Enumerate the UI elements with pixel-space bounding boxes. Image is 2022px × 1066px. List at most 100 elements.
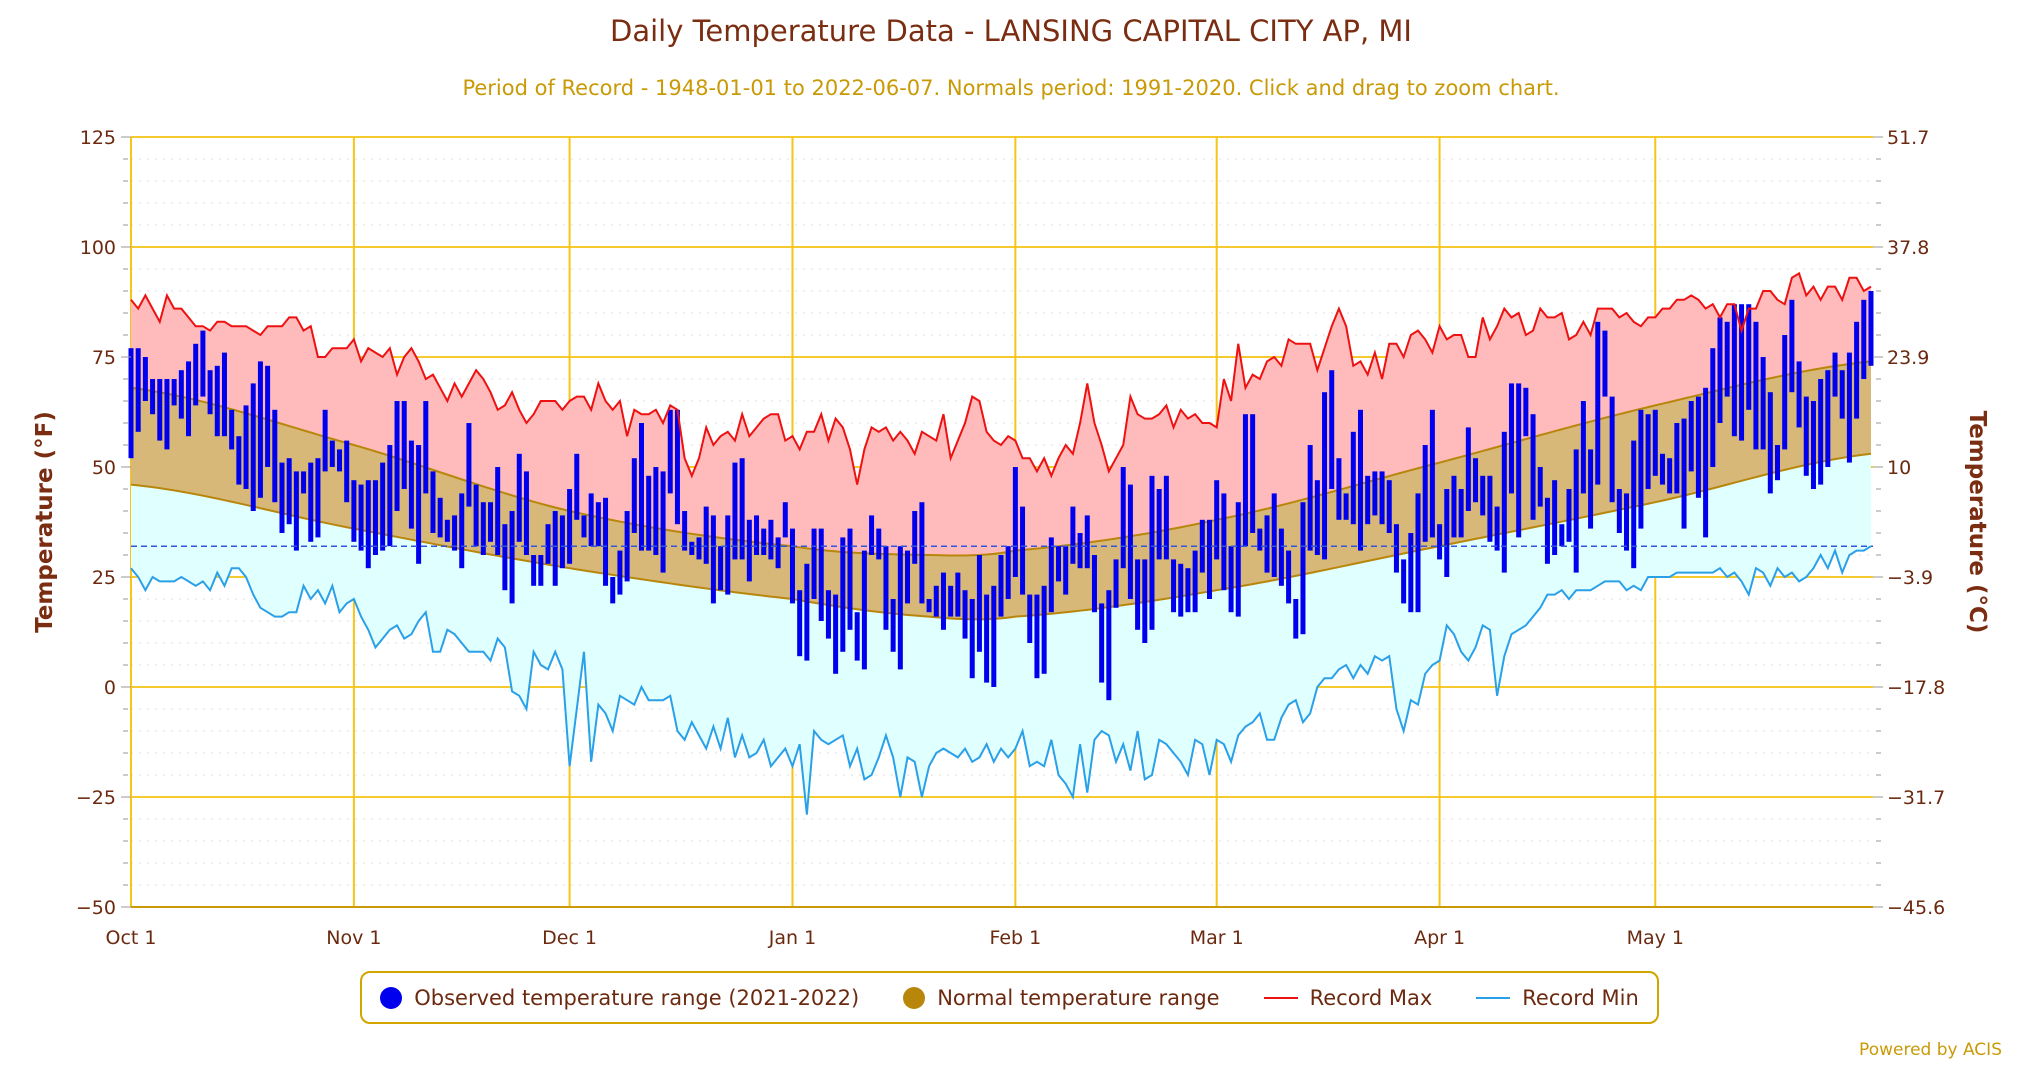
- observed-range-bar: [595, 502, 601, 547]
- observed-range-bar: [1214, 480, 1220, 560]
- observed-range-bar: [1228, 546, 1234, 613]
- observed-range-bar: [1659, 453, 1665, 485]
- observed-range-bar: [1156, 489, 1162, 560]
- observed-range-bar: [912, 511, 918, 564]
- observed-range-bar: [416, 445, 422, 564]
- observed-range-bar: [732, 462, 738, 560]
- y-tick-label-left: 50: [92, 457, 116, 479]
- observed-range-bar: [128, 348, 134, 459]
- observed-range-bar: [1760, 357, 1766, 450]
- observed-range-bar: [1501, 431, 1507, 573]
- observed-range-bar: [1135, 559, 1141, 630]
- observed-range-bar: [243, 405, 249, 489]
- y-tick-label-right: 23.9: [1887, 347, 1929, 369]
- observed-range-bar: [1357, 409, 1363, 551]
- observed-range-bar: [840, 537, 846, 652]
- legend-item-record-max[interactable]: Record Max: [1263, 986, 1432, 1010]
- legend-item-normal[interactable]: Normal temperature range: [903, 985, 1220, 1010]
- observed-range-bar: [545, 524, 551, 564]
- observed-range-bar: [452, 515, 458, 551]
- observed-range-bar: [631, 458, 637, 533]
- observed-range-bar: [1178, 563, 1184, 617]
- record-max-line-icon: [1263, 996, 1298, 999]
- observed-range-bar: [1343, 493, 1349, 520]
- observed-range-bar: [581, 515, 587, 538]
- observed-range-bar: [1386, 480, 1392, 533]
- observed-range-bar: [1724, 321, 1730, 397]
- observed-range-bar: [1235, 502, 1241, 617]
- observed-range-bar: [1127, 484, 1133, 599]
- observed-range-bar: [1027, 594, 1033, 643]
- observed-range-bar: [1652, 409, 1658, 476]
- observed-range-bar: [229, 409, 235, 450]
- observed-range-bar: [897, 546, 903, 670]
- observed-range-bar: [991, 585, 997, 687]
- observed-range-bar: [1588, 449, 1594, 529]
- y-tick-label-right: −3.9: [1887, 567, 1933, 589]
- observed-range-bar: [710, 515, 716, 604]
- y-axis-title-right: Temperature (°C): [1964, 411, 1990, 634]
- observed-range-bar: [488, 502, 493, 542]
- observed-range-bar: [1120, 467, 1126, 569]
- observed-range-bar: [919, 502, 925, 604]
- observed-range-bar: [890, 599, 896, 652]
- observed-range-bar: [876, 528, 882, 560]
- observed-range-bar: [329, 440, 335, 467]
- observed-range-bar: [1458, 489, 1464, 538]
- observed-range-bar: [1731, 304, 1737, 437]
- observed-range-bar: [1444, 489, 1450, 577]
- observed-range-bar: [1825, 370, 1831, 467]
- observed-range-bar: [1401, 559, 1407, 604]
- observed-range-bar: [408, 440, 414, 529]
- observed-range-bar: [1207, 519, 1212, 599]
- observed-range-bar: [286, 458, 292, 525]
- observed-range-bar: [1789, 299, 1795, 393]
- y-tick-label-left: 75: [92, 347, 116, 369]
- observed-range-bar: [1142, 559, 1148, 643]
- observed-range-bar: [574, 453, 580, 520]
- observed-range-bar: [1171, 559, 1177, 613]
- observed-range-bar: [1523, 387, 1529, 437]
- powered-by-link[interactable]: Powered by ACIS: [1859, 1040, 2002, 1060]
- observed-range-bar: [1861, 299, 1867, 379]
- observed-range-bar: [1832, 352, 1838, 397]
- observed-range-bar: [509, 511, 515, 604]
- legend-label: Normal temperature range: [937, 985, 1220, 1010]
- observed-range-bar: [1113, 559, 1119, 608]
- observed-range-bar: [739, 458, 745, 560]
- observed-range-bar: [1020, 506, 1026, 595]
- observed-range-bar: [1084, 515, 1090, 569]
- observed-range-bar: [696, 537, 702, 560]
- observed-range-bar: [1688, 401, 1694, 472]
- observed-range-bar: [1516, 383, 1522, 538]
- observed-range-bar: [1609, 396, 1615, 503]
- observed-range-bar: [1739, 304, 1745, 441]
- observed-range-bar: [466, 423, 472, 507]
- observed-range-bar: [1451, 475, 1457, 538]
- legend-item-record-min[interactable]: Record Min: [1476, 986, 1639, 1010]
- observed-range-bar: [351, 480, 357, 542]
- observed-range-bar: [1393, 524, 1399, 573]
- legend-item-observed[interactable]: Observed temperature range (2021-2022): [380, 986, 859, 1010]
- observed-range-bar: [135, 348, 141, 432]
- observed-range-bar: [358, 484, 364, 551]
- observed-range-bar: [250, 383, 256, 511]
- observed-range-bar: [1041, 585, 1047, 674]
- record-min-line-icon: [1476, 996, 1511, 999]
- observed-range-bar: [969, 599, 975, 679]
- observed-range-bar: [380, 462, 386, 551]
- observed-range-bar: [1070, 506, 1076, 564]
- observed-range-bar: [301, 471, 307, 494]
- x-tick-label: Nov 1: [326, 927, 381, 949]
- observed-range-bar: [1487, 475, 1493, 542]
- x-tick-label: Feb 1: [989, 927, 1041, 949]
- observed-range-bar: [1616, 489, 1622, 533]
- observed-range-bar: [1422, 445, 1428, 542]
- observed-range-bar: [689, 541, 695, 555]
- observed-range-bar: [775, 537, 781, 569]
- observed-range-bar: [682, 511, 688, 551]
- observed-range-bar: [603, 497, 609, 586]
- observed-range-bar: [1271, 493, 1277, 577]
- x-tick-label: Oct 1: [106, 927, 157, 949]
